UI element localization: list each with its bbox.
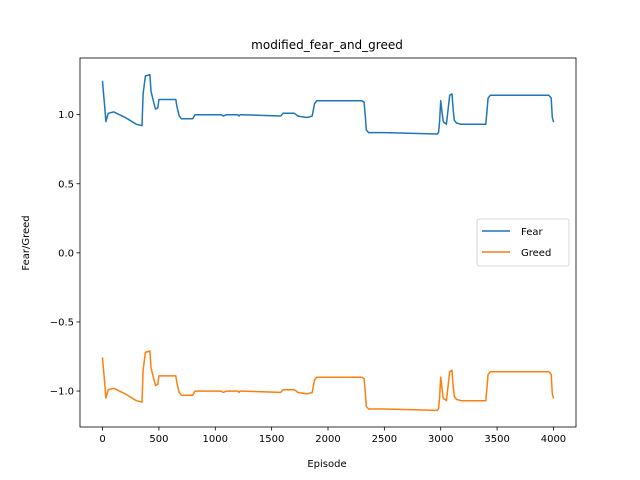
series-line-greed bbox=[101, 350, 555, 412]
x-tick-label: 2500 bbox=[372, 434, 397, 445]
x-tick-label: 1000 bbox=[203, 434, 228, 445]
legend-label-fear: Fear bbox=[521, 227, 543, 238]
y-axis-label: Fear/Greed bbox=[21, 215, 32, 270]
x-tick-label: 1500 bbox=[259, 434, 284, 445]
x-tick-label: 3000 bbox=[428, 434, 453, 445]
series-line-fear bbox=[101, 73, 555, 135]
y-tick-label: −0.5 bbox=[50, 317, 74, 328]
series-layer bbox=[101, 73, 555, 412]
legend: Fear Greed bbox=[476, 218, 570, 267]
y-tick-label: 1.0 bbox=[58, 110, 74, 121]
legend-label-greed: Greed bbox=[521, 248, 551, 259]
chart-title: modified_fear_and_greed bbox=[251, 38, 403, 52]
y-axis: −1.0 −0.5 0.0 0.5 1.0 bbox=[50, 110, 80, 398]
x-tick-label: 3500 bbox=[484, 434, 509, 445]
x-tick-label: 0 bbox=[99, 434, 105, 445]
x-axis-label: Episode bbox=[307, 459, 346, 470]
x-tick-label: 4000 bbox=[541, 434, 566, 445]
y-tick-label: 0.5 bbox=[58, 179, 74, 190]
x-axis: 0 500 1000 1500 2000 2500 3000 3500 4000 bbox=[99, 427, 566, 445]
x-tick-label: 2000 bbox=[315, 434, 340, 445]
y-tick-label: 0.0 bbox=[58, 248, 74, 259]
x-tick-label: 500 bbox=[149, 434, 168, 445]
y-tick-label: −1.0 bbox=[50, 387, 74, 398]
